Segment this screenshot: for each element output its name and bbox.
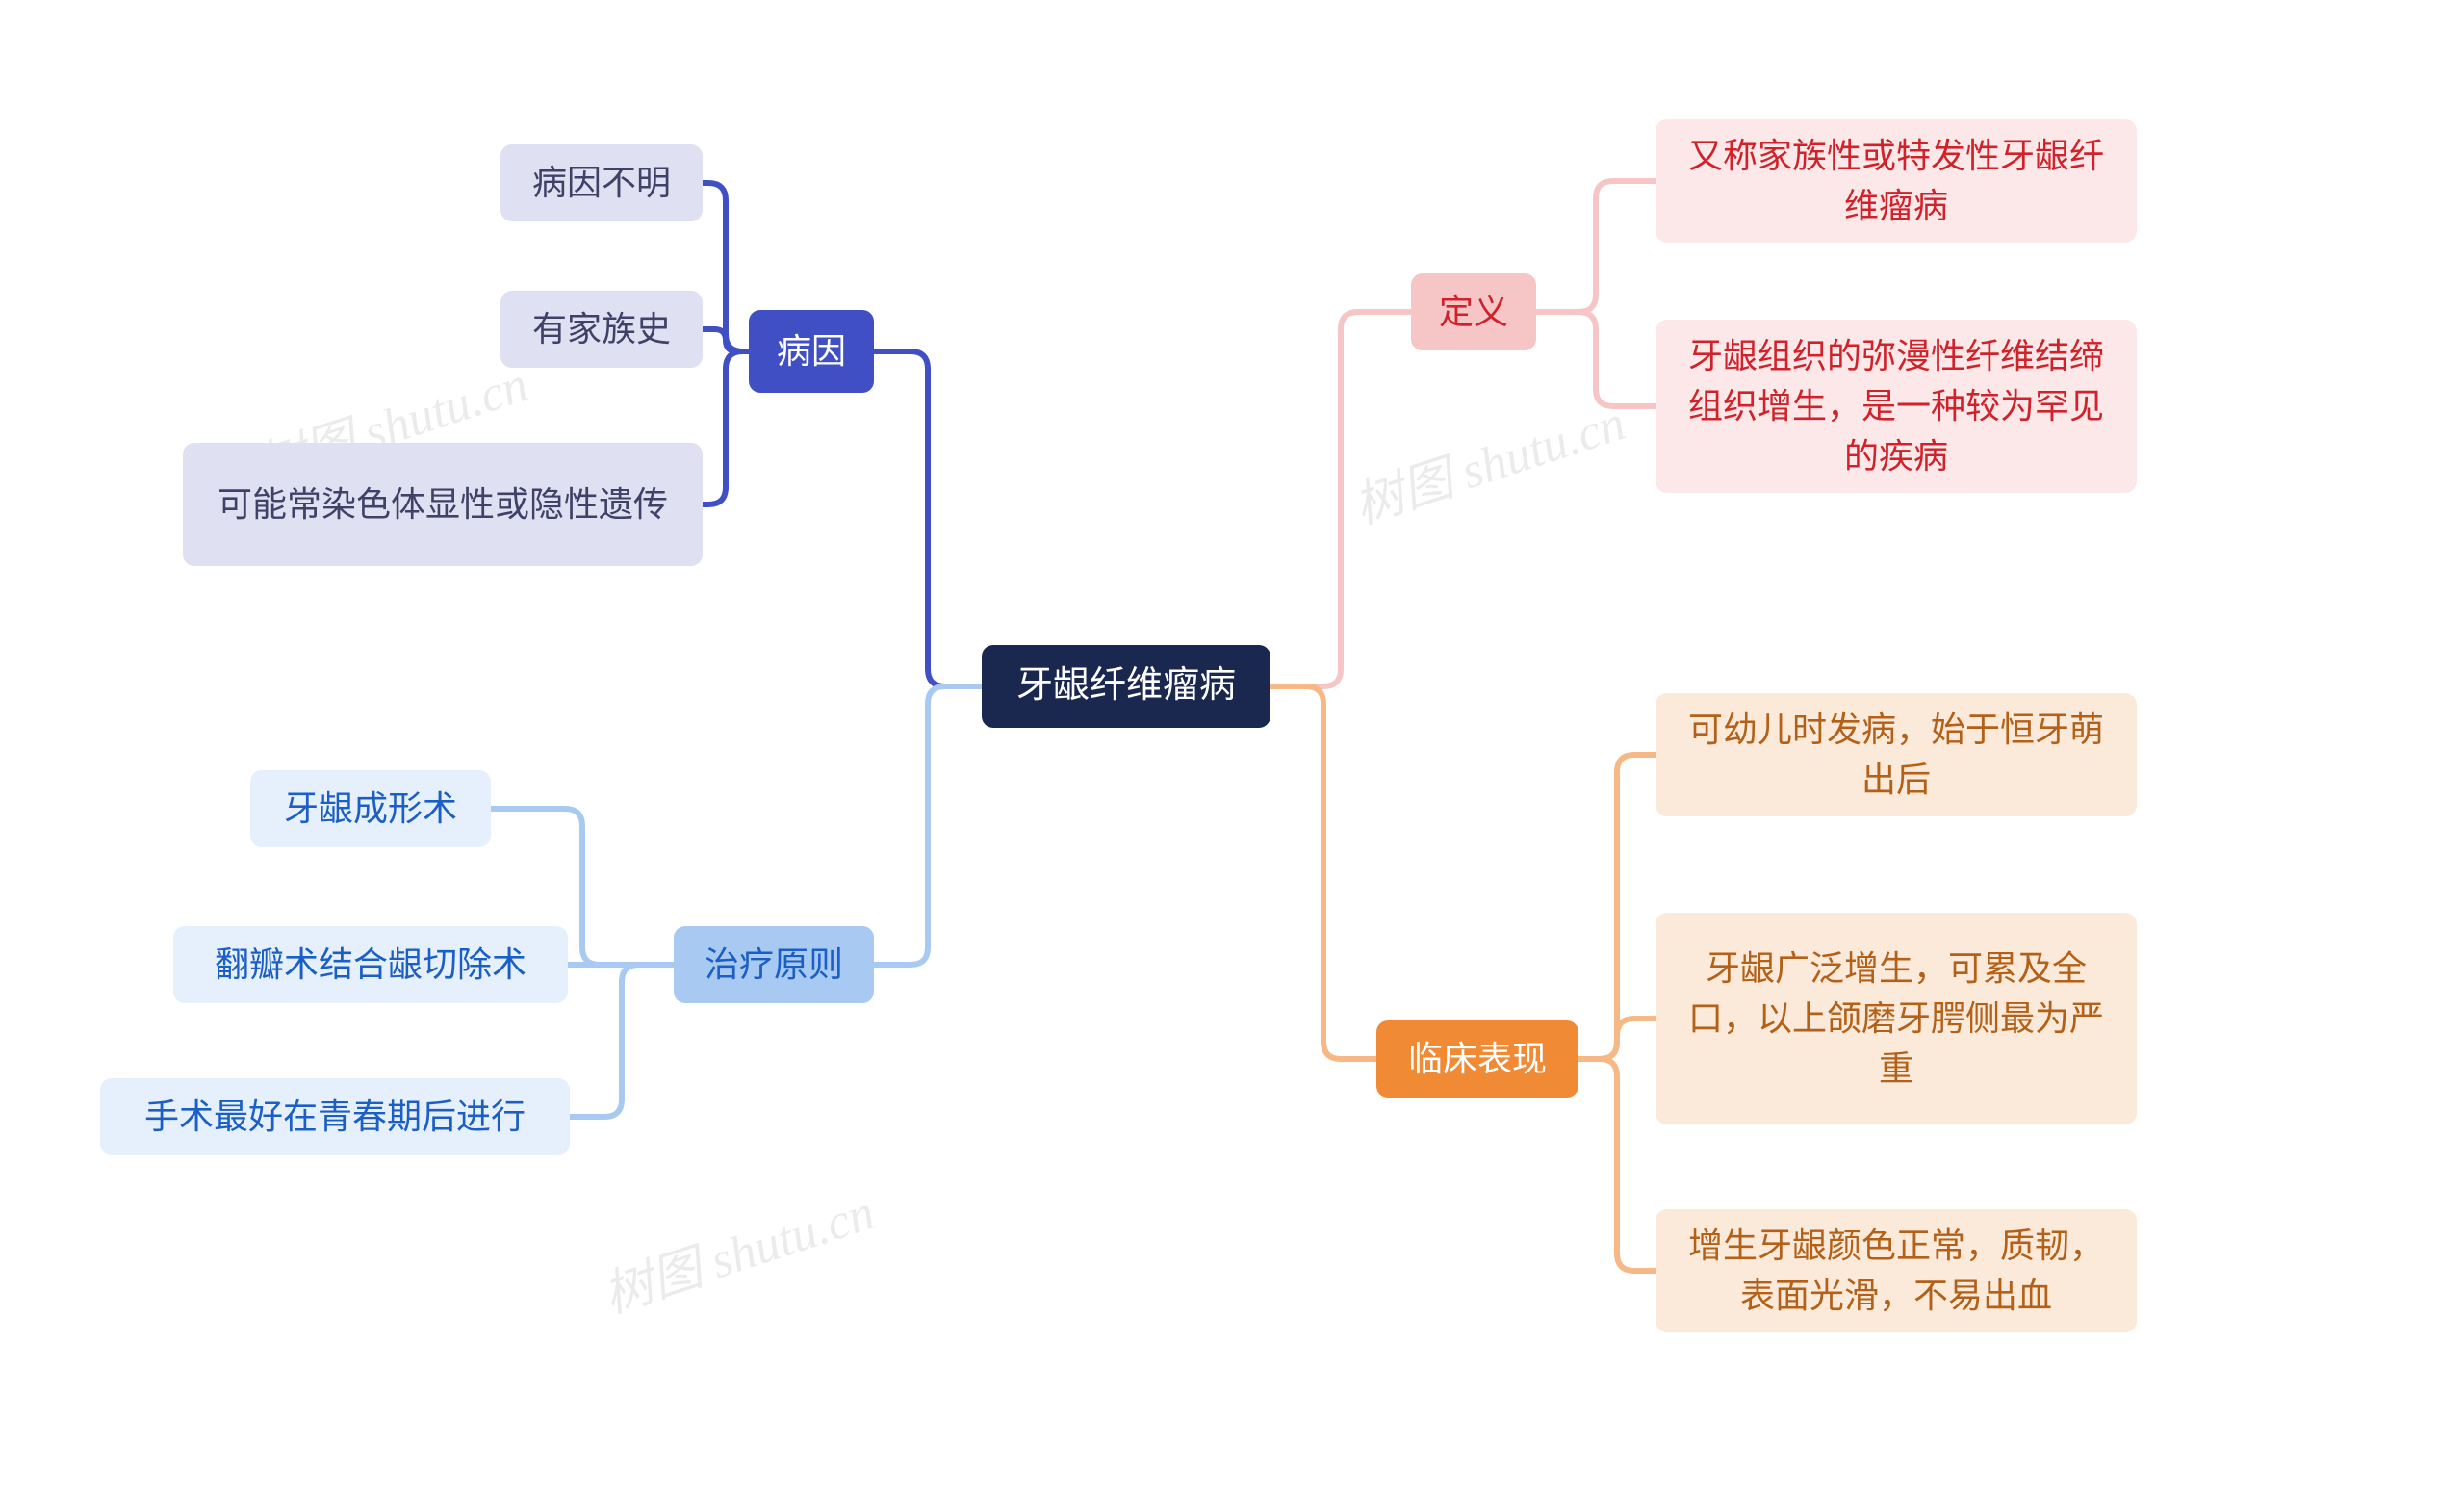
branch-clinical: 临床表现 <box>1376 1020 1578 1098</box>
branch-definition: 定义 <box>1411 273 1536 350</box>
leaf-treatment-0: 牙龈成形术 <box>250 770 491 847</box>
branch-etiology: 病因 <box>749 310 874 393</box>
leaf-treatment-1: 翻瓣术结合龈切除术 <box>173 926 568 1003</box>
leaf-etiology-1: 有家族史 <box>500 291 703 368</box>
leaf-definition-0: 又称家族性或特发性牙龈纤维瘤病 <box>1656 119 2137 243</box>
leaf-etiology-0: 病因不明 <box>500 144 703 221</box>
root-node: 牙龈纤维瘤病 <box>982 645 1270 728</box>
watermark-2: 树图 shutu.cn <box>1344 382 1633 537</box>
leaf-definition-1: 牙龈组织的弥漫性纤维结缔组织增生，是一种较为罕见的疾病 <box>1656 320 2137 493</box>
watermark-3: 树图 shutu.cn <box>593 1172 883 1327</box>
leaf-clinical-1: 牙龈广泛增生，可累及全口，以上颌磨牙腭侧最为严重 <box>1656 913 2137 1124</box>
leaf-etiology-2: 可能常染色体显性或隐性遗传 <box>183 443 703 566</box>
leaf-treatment-2: 手术最好在青春期后进行 <box>100 1078 570 1155</box>
leaf-clinical-2: 增生牙龈颜色正常，质韧，表面光滑，不易出血 <box>1656 1209 2137 1332</box>
branch-treatment: 治疗原则 <box>674 926 874 1003</box>
leaf-clinical-0: 可幼儿时发病，始于恒牙萌出后 <box>1656 693 2137 816</box>
